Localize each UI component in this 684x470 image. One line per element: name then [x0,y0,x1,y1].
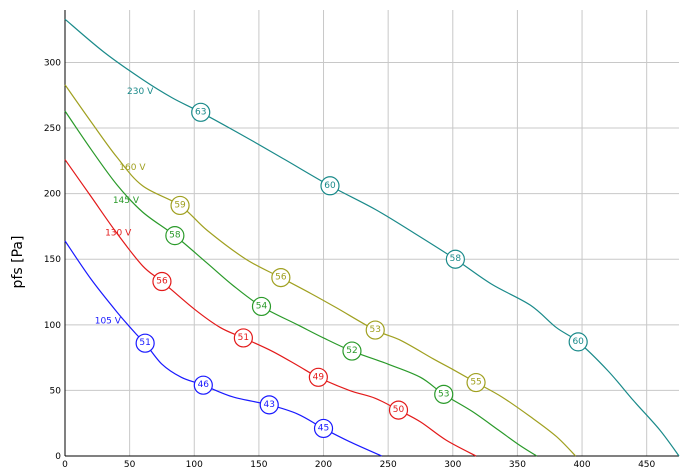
efficiency-marker-label: 58 [450,254,462,264]
efficiency-marker-label: 56 [156,277,168,287]
efficiency-marker-label: 60 [572,337,584,347]
y-tick-label: 0 [55,452,61,462]
efficiency-marker [388,400,409,420]
efficiency-marker-label: 54 [256,301,268,311]
efficiency-marker [342,341,362,361]
series-label: 105 V [95,317,122,327]
x-tick-label: 50 [124,460,136,470]
efficiency-marker [193,375,213,395]
efficiency-marker [308,367,328,387]
series-105v: 105 V 51 46 43 45 [64,240,382,457]
efficiency-marker-label: 46 [198,380,210,390]
efficiency-marker [466,372,486,393]
efficiency-marker [152,271,172,292]
y-tick-label: 100 [44,321,61,331]
y-tick-label: 150 [44,255,61,265]
x-tick-label: 0 [62,460,68,470]
efficiency-marker [313,418,334,439]
x-tick-label: 100 [186,460,203,470]
efficiency-marker-label: 60 [324,181,336,191]
efficiency-marker-label: 53 [370,325,381,335]
series-line [64,240,382,457]
grid [64,10,679,457]
efficiency-marker [259,395,279,415]
x-tick-label: 250 [380,460,397,470]
series-label: 130 V [105,229,132,239]
x-tick-label: 450 [638,460,655,470]
efficiency-marker-label: 56 [275,273,287,283]
efficiency-marker [135,333,155,353]
x-tick-label: 350 [509,460,526,470]
efficiency-marker [233,328,253,348]
series-130v: 130 V 56 51 49 50 [64,159,477,457]
efficiency-marker-label: 58 [169,231,181,241]
efficiency-marker-label: 43 [264,400,275,410]
efficiency-marker-label: 52 [346,346,357,356]
efficiency-marker-label: 51 [139,338,150,348]
series-line [64,110,538,457]
efficiency-marker [170,195,190,216]
x-tick-label: 300 [444,460,461,470]
x-tick-label: 150 [250,460,267,470]
series-label: 230 V [127,87,154,97]
axes [64,10,679,457]
efficiency-marker-label: 51 [238,333,249,343]
series-label: 145 V [113,196,140,206]
efficiency-marker-label: 63 [195,107,206,117]
series-160v: 160 V 59 56 53 55 [64,84,577,457]
efficiency-marker [271,268,291,288]
efficiency-marker-label: 55 [470,378,481,388]
efficiency-marker [191,102,211,122]
x-tick-label: 200 [315,460,332,470]
efficiency-marker [251,296,272,317]
efficiency-marker-label: 53 [438,389,449,399]
y-tick-label: 250 [44,124,61,134]
efficiency-marker-label: 49 [313,372,325,382]
y-tick-label: 50 [50,386,62,396]
efficiency-marker [434,384,454,404]
efficiency-marker [568,332,588,352]
efficiency-marker-label: 50 [393,405,405,415]
series-230v: 230 V 63 60 58 60 [64,18,680,457]
efficiency-marker [365,320,385,340]
y-tick-label: 200 [44,190,61,200]
x-tick-label: 400 [573,460,590,470]
series-line [64,84,577,457]
y-axis-label: pfs [Pa] [10,236,26,289]
y-tick-label: 300 [44,58,61,68]
efficiency-marker [165,226,185,246]
tick-labels: 0 50 100 150 200 250 300 350 400 450 0 50 100 150 200 2… [44,58,656,470]
efficiency-marker-label: 45 [318,423,329,433]
series-line [64,18,680,457]
efficiency-marker [445,249,465,269]
efficiency-marker [320,176,340,196]
efficiency-marker-label: 59 [174,200,186,210]
series-label: 160 V [119,163,146,173]
series-145v: 145 V 58 54 52 53 [64,110,538,457]
